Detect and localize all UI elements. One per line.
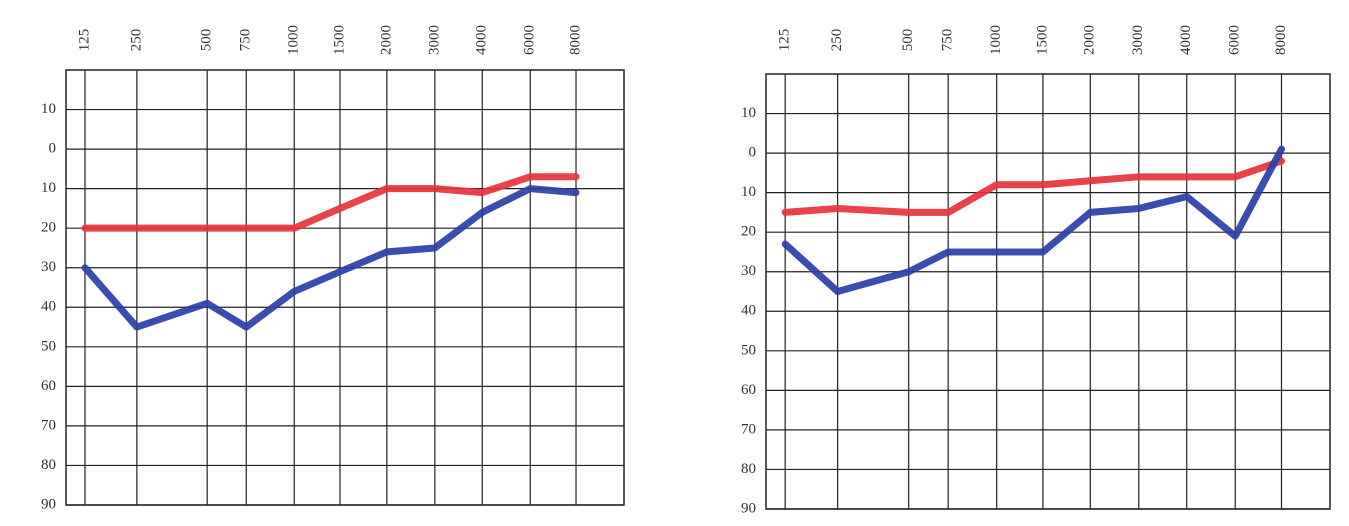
hearing-line [781, 157, 1285, 216]
x-tick-label: 2000 [378, 25, 394, 55]
x-tick-label: 1500 [331, 25, 347, 55]
plot-frame [65, 69, 625, 506]
y-tick-label: 80 [741, 461, 756, 477]
x-tick-label: 4000 [474, 25, 490, 55]
y-tick-label: 70 [741, 421, 756, 437]
y-tick-label: 30 [741, 263, 756, 279]
x-tick-label: 3000 [1130, 25, 1146, 55]
x-tick-label: 500 [900, 29, 916, 52]
hearing-line [81, 185, 580, 331]
y-tick-label: 60 [41, 378, 56, 394]
x-tick-label: 125 [777, 29, 793, 52]
hearing-line [81, 173, 580, 232]
x-tick-label: 2000 [1082, 25, 1098, 55]
y-tick-label: 90 [41, 496, 56, 512]
x-tick-label: 3000 [426, 25, 442, 55]
x-tick-label: 1000 [286, 25, 302, 55]
x-tick-label: 500 [199, 29, 215, 52]
x-tick-label: 8000 [1273, 25, 1289, 55]
y-tick-label: 0 [749, 145, 757, 161]
x-tick-label: 6000 [1227, 25, 1243, 55]
x-tick-label: 125 [76, 29, 92, 52]
x-tick-label: 8000 [567, 25, 583, 55]
y-tick-label: 50 [741, 342, 756, 358]
x-tick-label: 4000 [1178, 25, 1194, 55]
y-tick-label: 20 [741, 224, 756, 240]
y-tick-label: 40 [41, 299, 56, 315]
y-tick-label: 10 [741, 184, 756, 200]
y-tick-label: 10 [741, 105, 756, 121]
x-tick-label: 1500 [1034, 25, 1050, 55]
x-tick-label: 750 [940, 29, 956, 52]
y-tick-label: 70 [41, 417, 56, 433]
x-tick-label: 6000 [522, 25, 538, 55]
x-tick-label: 250 [829, 29, 845, 52]
y-tick-label: 60 [741, 382, 756, 398]
y-tick-label: 30 [41, 259, 56, 275]
y-tick-label: 80 [41, 457, 56, 473]
y-tick-label: 90 [741, 500, 756, 516]
y-tick-label: 40 [741, 303, 756, 319]
hearing-line [781, 145, 1285, 295]
y-tick-label: 20 [41, 220, 56, 236]
x-tick-label: 1000 [988, 25, 1004, 55]
x-tick-label: 750 [238, 29, 254, 52]
audiogram: 10 0 10 20 30 40 50 60 70 80 90 125 250 500 750 1000 150… [741, 25, 1331, 516]
y-tick-label: 50 [41, 338, 56, 354]
y-tick-label: 10 [41, 180, 56, 196]
y-tick-label: 0 [49, 141, 57, 157]
audiogram: 10 0 10 20 30 40 50 60 70 80 90 125 250 500 750 1000 150… [41, 25, 625, 512]
x-tick-label: 250 [128, 29, 144, 52]
y-tick-label: 10 [41, 101, 56, 117]
